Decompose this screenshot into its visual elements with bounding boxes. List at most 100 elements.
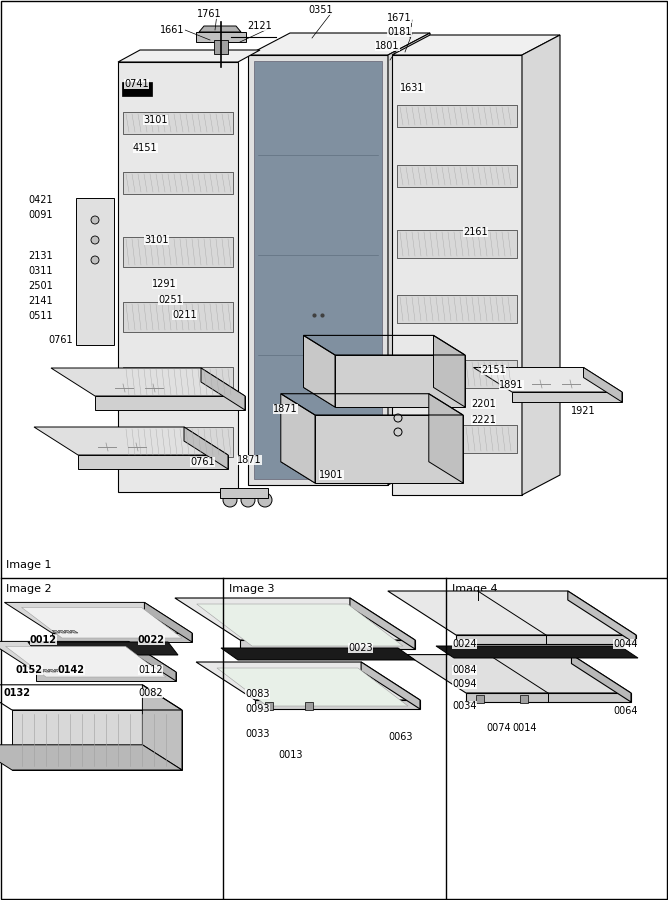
Text: 2131: 2131: [28, 251, 53, 261]
Polygon shape: [221, 648, 415, 660]
Polygon shape: [5, 602, 192, 633]
Circle shape: [258, 493, 272, 507]
Polygon shape: [36, 672, 176, 681]
Polygon shape: [429, 393, 463, 483]
Text: 2201: 2201: [471, 399, 496, 409]
Circle shape: [394, 428, 402, 436]
Text: 0112: 0112: [138, 665, 162, 675]
Polygon shape: [217, 668, 408, 706]
Polygon shape: [175, 598, 415, 640]
Polygon shape: [123, 427, 233, 457]
Polygon shape: [254, 61, 382, 479]
Polygon shape: [397, 230, 517, 258]
Text: 0063: 0063: [388, 732, 413, 742]
Polygon shape: [196, 32, 246, 42]
Polygon shape: [392, 55, 522, 495]
Text: 0421: 0421: [28, 195, 53, 205]
Polygon shape: [51, 368, 245, 396]
Text: 0094: 0094: [452, 679, 476, 689]
Polygon shape: [361, 662, 420, 709]
Text: 0083: 0083: [245, 689, 269, 699]
Polygon shape: [240, 640, 415, 649]
Polygon shape: [52, 631, 60, 633]
Text: 0014: 0014: [512, 723, 536, 733]
Polygon shape: [52, 633, 192, 642]
Text: 0761: 0761: [190, 457, 214, 467]
Polygon shape: [0, 642, 176, 672]
Polygon shape: [48, 670, 56, 672]
Text: 0023: 0023: [348, 643, 373, 653]
Polygon shape: [584, 367, 622, 402]
Text: 0311: 0311: [28, 266, 53, 276]
Polygon shape: [388, 591, 636, 635]
Text: 0064: 0064: [613, 706, 637, 716]
Text: 2151: 2151: [481, 365, 506, 375]
Polygon shape: [21, 608, 182, 638]
Polygon shape: [456, 635, 636, 644]
Polygon shape: [436, 646, 638, 658]
Polygon shape: [303, 336, 335, 407]
Circle shape: [223, 493, 237, 507]
Polygon shape: [12, 710, 182, 770]
Text: 1761: 1761: [197, 9, 222, 19]
Text: 0511: 0511: [28, 311, 53, 321]
Polygon shape: [388, 33, 430, 485]
Text: 0033: 0033: [245, 729, 269, 739]
Text: 0022: 0022: [138, 635, 165, 645]
Polygon shape: [281, 393, 315, 483]
Polygon shape: [196, 604, 403, 646]
Polygon shape: [122, 82, 152, 96]
Polygon shape: [466, 693, 631, 702]
Polygon shape: [184, 427, 228, 469]
Polygon shape: [76, 198, 114, 345]
Polygon shape: [281, 462, 463, 483]
Text: Image 2: Image 2: [6, 584, 51, 594]
Circle shape: [91, 236, 99, 244]
Text: 0074: 0074: [486, 723, 510, 733]
Polygon shape: [474, 367, 622, 392]
Text: 0211: 0211: [172, 310, 196, 320]
Text: 2121: 2121: [247, 21, 272, 31]
Polygon shape: [123, 172, 233, 194]
Polygon shape: [335, 355, 465, 407]
Text: 0741: 0741: [124, 79, 148, 89]
Polygon shape: [78, 455, 228, 469]
Polygon shape: [42, 670, 50, 672]
Text: 1661: 1661: [160, 25, 184, 35]
Polygon shape: [142, 685, 182, 770]
Text: 1891: 1891: [499, 380, 524, 390]
Polygon shape: [315, 415, 463, 483]
Polygon shape: [196, 662, 420, 700]
Polygon shape: [248, 33, 430, 55]
Circle shape: [394, 414, 402, 422]
Text: 0024: 0024: [452, 639, 477, 649]
Text: 2221: 2221: [471, 415, 496, 425]
Polygon shape: [118, 50, 260, 62]
Text: 0093: 0093: [245, 704, 269, 714]
Text: 1671: 1671: [387, 13, 411, 23]
Polygon shape: [265, 702, 273, 710]
Polygon shape: [58, 631, 66, 633]
Text: 0251: 0251: [158, 295, 183, 305]
Circle shape: [241, 493, 255, 507]
Polygon shape: [201, 368, 245, 410]
Polygon shape: [397, 360, 517, 388]
Polygon shape: [392, 35, 560, 55]
Polygon shape: [123, 237, 233, 267]
Polygon shape: [28, 642, 178, 655]
Polygon shape: [220, 488, 268, 498]
Text: 3101: 3101: [144, 235, 168, 245]
Polygon shape: [303, 387, 465, 407]
Polygon shape: [36, 670, 44, 672]
Polygon shape: [95, 396, 245, 410]
Circle shape: [91, 216, 99, 224]
Polygon shape: [568, 591, 636, 644]
Polygon shape: [397, 425, 517, 453]
Polygon shape: [123, 112, 233, 134]
Polygon shape: [512, 392, 622, 402]
Text: 0012: 0012: [30, 635, 57, 645]
Polygon shape: [407, 654, 631, 693]
Text: 1871: 1871: [273, 404, 298, 414]
Text: Image 4: Image 4: [452, 584, 498, 594]
Text: 0132: 0132: [4, 688, 31, 698]
